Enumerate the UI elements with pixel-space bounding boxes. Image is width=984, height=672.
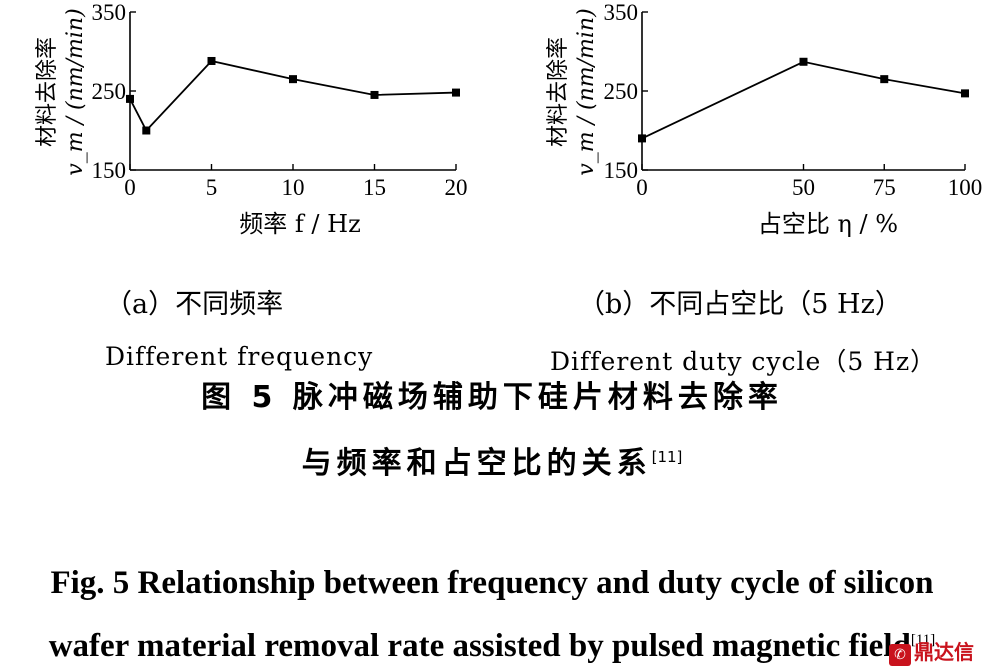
caption-a-en: Different frequency bbox=[105, 342, 374, 371]
chart-a-data-point bbox=[126, 94, 134, 103]
chart-a-ytick-label: 150 bbox=[92, 158, 127, 183]
chart-a-ytick-label: 250 bbox=[92, 79, 127, 104]
chart-a-data-point bbox=[142, 126, 151, 135]
chart-a-xlabel: 频率 f / Hz bbox=[239, 210, 360, 238]
logo-icon: ✆ bbox=[889, 644, 911, 666]
chart-b-xtick-label: 100 bbox=[948, 175, 983, 200]
caption-b-en: Different duty cycle（5 Hz） bbox=[550, 347, 937, 376]
chart-a-data-point bbox=[370, 90, 379, 99]
figure-caption-cn-line2: 与频率和占空比的关系[11] bbox=[0, 438, 984, 482]
caption-a-cn: （a）不同频率 bbox=[105, 289, 284, 320]
chart-a-xtick-label: 5 bbox=[206, 175, 218, 200]
chart-a-ylabel-line1: 材料去除率 bbox=[35, 37, 60, 147]
chart-a-xtick-label: 0 bbox=[124, 175, 136, 200]
chart-b-ytick-label: 150 bbox=[604, 158, 639, 183]
chart-b-data-point bbox=[961, 89, 969, 98]
chart-b-data-point bbox=[799, 57, 808, 66]
chart-b-series-line bbox=[641, 60, 966, 140]
chart-b-xtick-label: 50 bbox=[792, 175, 815, 200]
figure-caption-cn-line1: 图 5 脉冲磁场辅助下硅片材料去除率 bbox=[201, 380, 783, 415]
chart-b-data-point bbox=[880, 75, 889, 84]
watermark: ✆ 鼎达信 bbox=[889, 636, 974, 666]
chart-a-xtick-label: 10 bbox=[282, 175, 305, 200]
chart-b-xtick-label: 75 bbox=[873, 175, 896, 200]
chart-b-data-point bbox=[638, 134, 646, 143]
chart-a-series-line bbox=[129, 59, 457, 133]
figure-caption-cn-line2-text: 与频率和占空比的关系 bbox=[301, 446, 652, 481]
chart-b-xlabel: 占空比 η / % bbox=[758, 210, 898, 238]
figure-caption-en-line1: Fig. 5 Relationship between frequency an… bbox=[50, 565, 934, 601]
caption-b-cn: （b）不同占空比（5 Hz） bbox=[578, 289, 902, 320]
chart-b-ytick-label: 250 bbox=[604, 79, 639, 104]
chart-a-xtick-label: 15 bbox=[363, 175, 386, 200]
chart-a-ytick-label: 350 bbox=[92, 0, 127, 25]
chart-a-xtick-label: 20 bbox=[445, 175, 468, 200]
figure-caption-en-line2-text: wafer material removal rate assisted by … bbox=[48, 628, 911, 664]
chart-a-data-point bbox=[207, 56, 216, 65]
chart-b-ytick-label: 350 bbox=[604, 0, 639, 25]
chart-b-ylabel-line2: v_m / (nm/min) bbox=[574, 8, 599, 175]
reference-mark: [11] bbox=[651, 448, 683, 466]
chart-a-data-point bbox=[289, 75, 297, 84]
chart-a-data-point bbox=[452, 88, 460, 97]
chart-b-xtick-label: 0 bbox=[636, 175, 648, 200]
watermark-text: 鼎达信 bbox=[914, 640, 974, 664]
figure-caption-en-line2: wafer material removal rate assisted by … bbox=[0, 628, 984, 665]
chart-a-ylabel-line2: v_m / (nm/min) bbox=[63, 8, 88, 175]
chart-b-ylabel-line1: 材料去除率 bbox=[546, 37, 571, 147]
reference-mark-en: [11] bbox=[910, 632, 936, 648]
